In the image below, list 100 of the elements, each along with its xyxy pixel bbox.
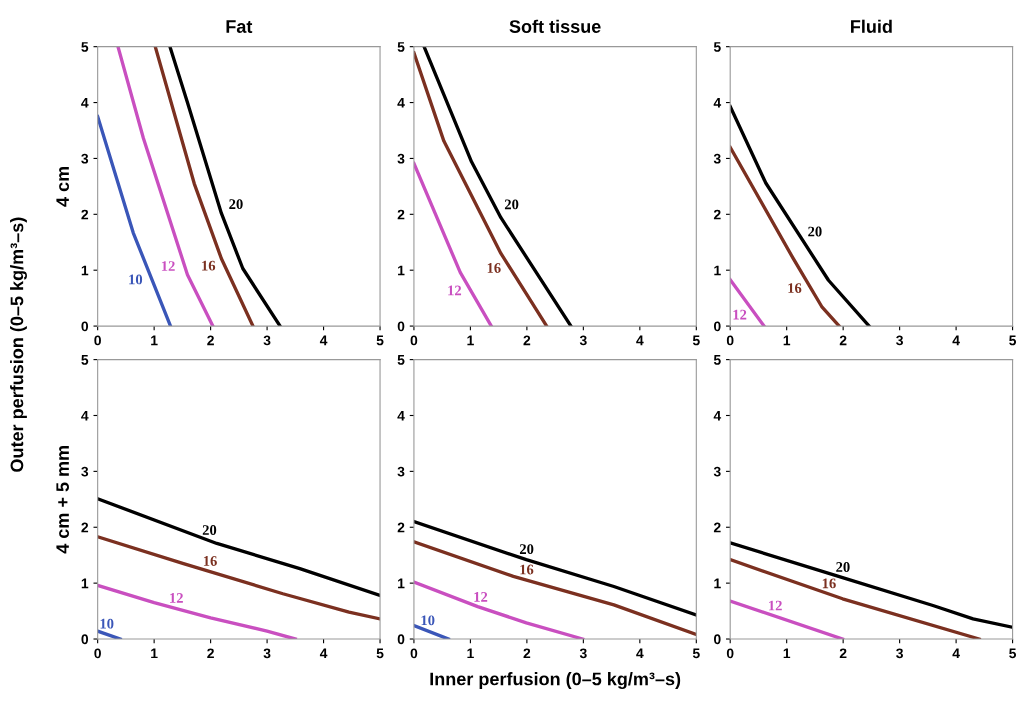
series-label: 16 [520, 564, 534, 575]
y-tick-label: 2 [713, 522, 721, 533]
y-tick-label: 1 [398, 578, 405, 589]
y-tick-label: 0 [397, 321, 405, 332]
chart-title: Soft tissue [509, 19, 601, 33]
series-label: 20 [202, 525, 217, 535]
y-tick-label: 2 [81, 522, 89, 533]
series-label: 20 [229, 199, 243, 210]
y-tick-label: 1 [714, 265, 721, 276]
x-tick-label: 1 [783, 335, 791, 346]
y-tick-label: 5 [713, 42, 721, 52]
x-tick-label: 2 [523, 335, 531, 346]
series-label: 16 [822, 578, 836, 589]
series-label: 12 [161, 261, 175, 271]
y-tick-label: 3 [397, 466, 405, 477]
y-tick-label: 0 [81, 634, 89, 645]
y-tick-label: 5 [81, 42, 89, 52]
y-tick-label: 5 [713, 355, 721, 365]
series-label: 16 [788, 283, 802, 293]
series-label: 12 [769, 600, 782, 611]
series-label: 12 [733, 309, 747, 320]
x-tick-label: 1 [151, 335, 158, 346]
x-tick-label: 4 [319, 648, 328, 659]
y-tick-label: 5 [81, 355, 89, 365]
y-tick-label: 0 [714, 634, 721, 645]
x-tick-label: 4 [636, 335, 644, 346]
x-tick-label: 4 [319, 335, 328, 346]
chart-title: Fat [226, 20, 253, 33]
x-tick-label: 4 [952, 648, 960, 659]
x-tick-label: 0 [94, 648, 101, 659]
x-axis-title: Inner perfusion (0–5 kg/m³–s) [430, 672, 681, 690]
x-tick-label: 0 [94, 335, 101, 346]
y-tick-label: 4 [713, 410, 722, 421]
x-tick-label: 2 [839, 648, 847, 659]
y-axis-title: 4 cm [56, 166, 70, 207]
x-tick-label: 5 [1009, 648, 1017, 659]
y-axis-title: 4 cm + 5 mm [56, 445, 70, 554]
text: Outer perfusion (0–5 kg/m³–s) [10, 217, 27, 472]
y-tick-label: 4 [713, 98, 722, 108]
series-label: 12 [474, 592, 488, 602]
line-series [413, 51, 549, 327]
x-tick-label: 3 [263, 648, 271, 659]
y-tick-label: 3 [81, 153, 89, 164]
y-tick-label: 1 [81, 265, 89, 276]
x-tick-label: 5 [376, 335, 384, 346]
x-tick-label: 0 [410, 335, 418, 346]
series-label: 12 [170, 593, 183, 603]
chart-title: Fluid [851, 19, 892, 33]
series-label: 12 [448, 285, 462, 296]
x-tick-label: 4 [636, 648, 644, 659]
line-series [413, 520, 697, 617]
y-tick-label: 5 [397, 355, 405, 365]
line-series [422, 46, 573, 327]
line-series [153, 46, 255, 327]
x-tick-label: 1 [467, 648, 474, 659]
y-tick-label: 4 [397, 410, 405, 421]
x-tick-label: 1 [151, 648, 158, 659]
series-label: 10 [129, 274, 143, 285]
x-tick-label: 5 [1009, 335, 1017, 346]
y-tick-label: 1 [81, 578, 89, 589]
series-label: 20 [504, 199, 519, 210]
x-tick-label: 3 [579, 648, 587, 659]
y-tick-label: 2 [81, 209, 89, 220]
y-tick-label: 4 [81, 410, 89, 421]
series-label: 10 [100, 618, 114, 629]
x-tick-label: 3 [579, 335, 587, 346]
x-tick-label: 1 [783, 648, 791, 659]
x-tick-label: 3 [263, 335, 271, 346]
y-tick-label: 3 [397, 153, 405, 164]
x-tick-label: 3 [896, 335, 903, 346]
line-series [730, 145, 841, 327]
line-series [97, 583, 297, 640]
series-label: 20 [519, 544, 534, 555]
line-series [730, 104, 871, 327]
y-tick-label: 2 [397, 209, 405, 220]
y-tick-label: 5 [397, 42, 405, 52]
y-tick-label: 4 [397, 98, 405, 108]
series-label: 16 [487, 263, 501, 273]
x-tick-label: 2 [207, 335, 214, 346]
x-tick-label: 5 [692, 648, 700, 659]
y-tick-label: 4 [81, 98, 89, 108]
y-tick-label: 3 [81, 466, 89, 477]
y-tick-label: 2 [713, 209, 721, 220]
y-tick-label: 0 [714, 321, 721, 332]
x-tick-label: 5 [692, 335, 700, 346]
y-tick-label: 1 [398, 265, 405, 276]
y-tick-label: 3 [713, 153, 721, 164]
x-tick-label: 2 [839, 335, 847, 346]
x-tick-label: 0 [726, 335, 734, 346]
y-tick-label: 2 [397, 522, 405, 533]
series-label: 16 [203, 556, 217, 566]
y-tick-label: 3 [713, 466, 721, 477]
x-tick-label: 2 [207, 648, 214, 659]
y-tick-label: 0 [397, 634, 405, 645]
series-label: 16 [202, 260, 216, 271]
x-tick-label: 0 [410, 648, 418, 659]
x-tick-label: 5 [376, 648, 384, 659]
y-tick-label: 1 [714, 578, 721, 589]
line-series [116, 46, 215, 327]
line-series [730, 541, 1013, 629]
